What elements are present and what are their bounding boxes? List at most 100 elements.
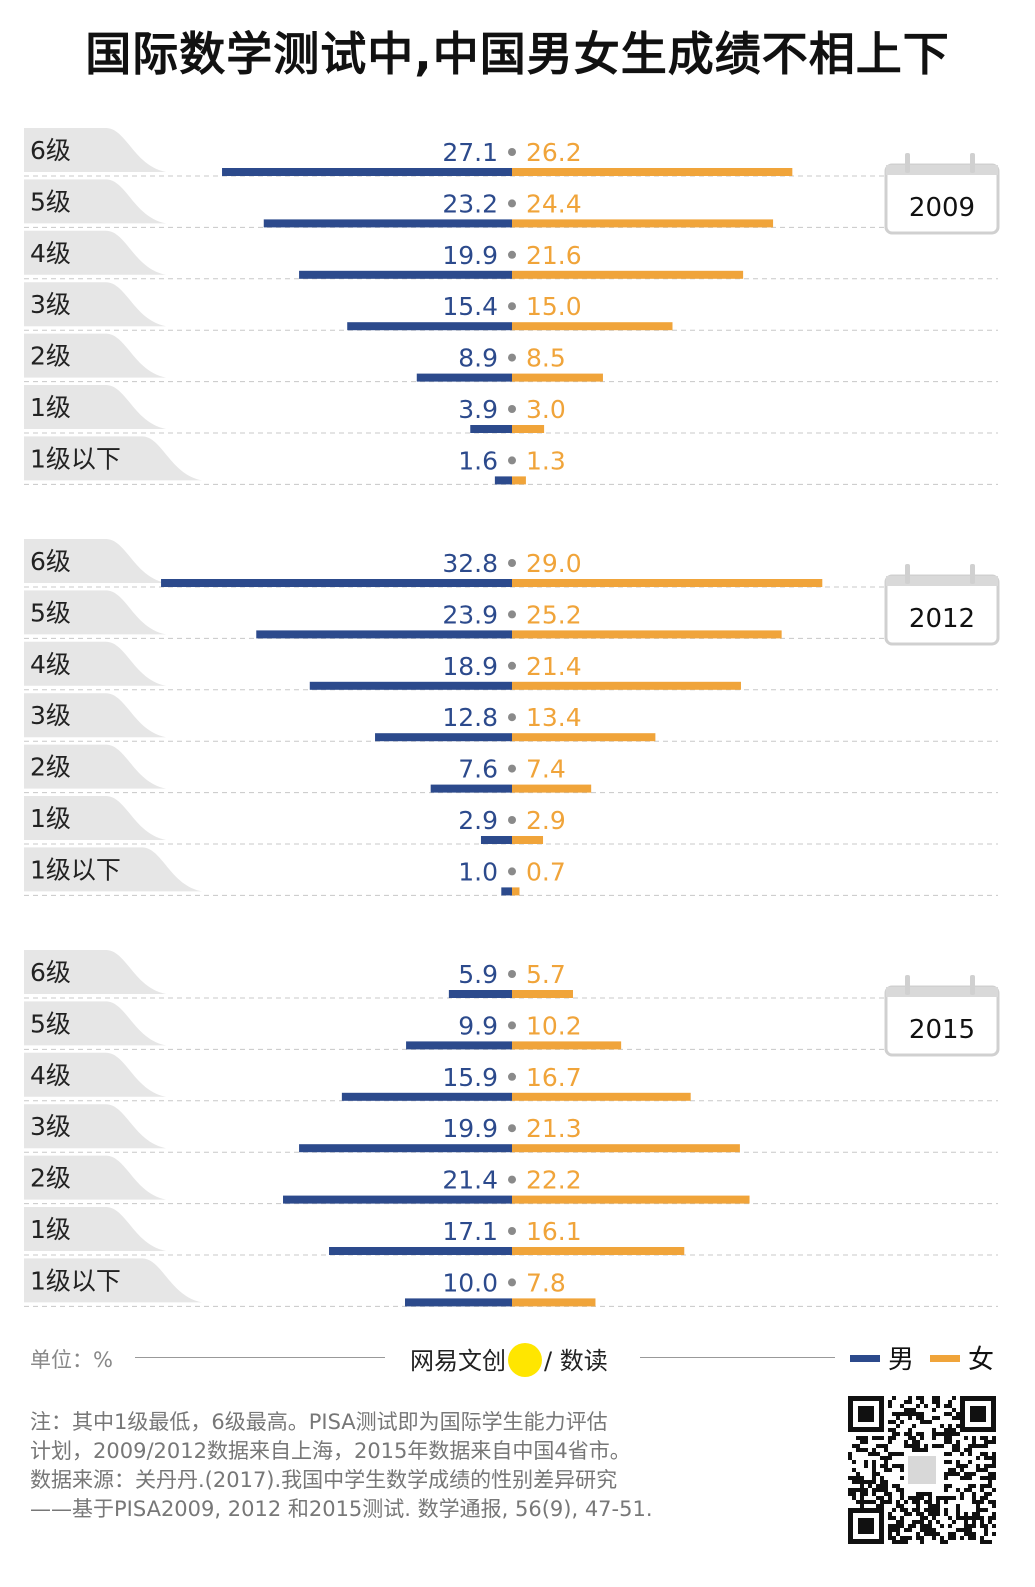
bar-male xyxy=(416,373,512,382)
qr-module xyxy=(888,1496,892,1500)
qr-module xyxy=(876,1436,880,1440)
bar-male xyxy=(430,784,512,793)
qr-module xyxy=(944,1452,948,1456)
bar-female xyxy=(512,1041,622,1050)
value-label-female: 10.2 xyxy=(526,1011,582,1040)
qr-module xyxy=(904,1432,908,1436)
qr-module xyxy=(900,1452,904,1456)
qr-module xyxy=(848,1456,852,1460)
qr-module xyxy=(888,1492,892,1496)
qr-module xyxy=(856,1448,860,1452)
qr-module xyxy=(976,1512,980,1516)
qr-module xyxy=(972,1444,976,1448)
qr-module xyxy=(944,1428,948,1432)
qr-module xyxy=(988,1476,992,1480)
qr-module xyxy=(984,1492,988,1496)
brand-dot-icon xyxy=(508,1343,542,1377)
qr-module xyxy=(856,1480,860,1484)
qr-module xyxy=(860,1440,864,1444)
qr-module xyxy=(984,1468,988,1472)
qr-module xyxy=(992,1460,996,1464)
qr-module xyxy=(896,1500,900,1504)
qr-module xyxy=(984,1540,988,1544)
qr-module xyxy=(972,1536,976,1540)
calendar-ring-icon xyxy=(970,564,975,584)
qr-module xyxy=(936,1504,940,1508)
qr-module xyxy=(848,1452,852,1456)
qr-module xyxy=(888,1404,892,1408)
calendar-ring-icon xyxy=(970,975,975,995)
qr-module xyxy=(940,1524,944,1528)
qr-module xyxy=(928,1496,932,1500)
qr-module xyxy=(980,1488,984,1492)
level-tab xyxy=(24,179,166,224)
qr-module xyxy=(868,1452,872,1456)
qr-module xyxy=(872,1488,876,1492)
value-label-female: 16.1 xyxy=(526,1217,582,1246)
level-tab xyxy=(24,950,166,994)
bar-female xyxy=(512,322,673,331)
qr-module xyxy=(924,1508,928,1512)
qr-module xyxy=(912,1408,916,1412)
qr-module xyxy=(984,1496,988,1500)
qr-module xyxy=(980,1524,984,1528)
qr-module xyxy=(980,1476,984,1480)
value-label-male: 15.9 xyxy=(442,1063,498,1092)
qr-module xyxy=(976,1444,980,1448)
qr-module xyxy=(972,1532,976,1536)
qr-module xyxy=(848,1488,852,1492)
level-tab xyxy=(24,847,202,892)
qr-module xyxy=(920,1536,924,1540)
qr-module xyxy=(988,1516,992,1520)
bar-female xyxy=(512,1144,740,1153)
qr-module xyxy=(888,1528,892,1532)
qr-module xyxy=(988,1464,992,1468)
qr-module xyxy=(980,1520,984,1524)
qr-module xyxy=(968,1452,972,1456)
level-label: 2级 xyxy=(30,342,71,371)
qr-module xyxy=(944,1404,948,1408)
qr-module xyxy=(852,1496,856,1500)
qr-module xyxy=(856,1476,860,1480)
qr-module xyxy=(936,1416,940,1420)
qr-module xyxy=(864,1492,868,1496)
qr-module xyxy=(992,1456,996,1460)
qr-module xyxy=(900,1540,904,1544)
qr-module xyxy=(892,1536,896,1540)
qr-module xyxy=(936,1404,940,1408)
value-label-male: 7.6 xyxy=(458,755,498,784)
qr-module xyxy=(928,1508,932,1512)
footer-row: 单位：% 网易文创 / 数读 男女 xyxy=(0,1336,1035,1377)
qr-module xyxy=(892,1412,896,1416)
qr-module xyxy=(912,1524,916,1528)
qr-module xyxy=(884,1444,888,1448)
level-tab xyxy=(24,436,202,481)
value-label-female: 7.4 xyxy=(526,755,566,784)
qr-module xyxy=(968,1528,972,1532)
qr-module xyxy=(968,1472,972,1476)
qr-module xyxy=(988,1472,992,1476)
qr-module xyxy=(904,1508,908,1512)
qr-module xyxy=(856,1436,860,1440)
qr-module xyxy=(936,1500,940,1504)
qr-module xyxy=(948,1432,952,1436)
value-label-male: 19.9 xyxy=(442,1114,498,1143)
qr-module xyxy=(888,1420,892,1424)
qr-module xyxy=(984,1440,988,1444)
qr-module xyxy=(924,1444,928,1448)
year-label: 2015 xyxy=(909,1015,975,1045)
qr-module xyxy=(980,1468,984,1472)
qr-module xyxy=(920,1496,924,1500)
qr-module xyxy=(912,1412,916,1416)
qr-module xyxy=(888,1516,892,1520)
qr-module xyxy=(944,1432,948,1436)
qr-module xyxy=(992,1524,996,1528)
qr-finder-core xyxy=(858,1406,874,1422)
qr-module xyxy=(980,1540,984,1544)
qr-module xyxy=(892,1484,896,1488)
value-label-female: 16.7 xyxy=(526,1063,582,1092)
bar-male xyxy=(480,836,512,844)
qr-module xyxy=(932,1432,936,1436)
value-label-female: 21.4 xyxy=(526,652,582,681)
qr-module xyxy=(892,1428,896,1432)
